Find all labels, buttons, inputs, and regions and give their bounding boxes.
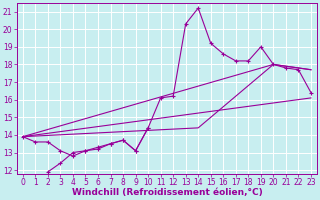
X-axis label: Windchill (Refroidissement éolien,°C): Windchill (Refroidissement éolien,°C) bbox=[72, 188, 262, 197]
